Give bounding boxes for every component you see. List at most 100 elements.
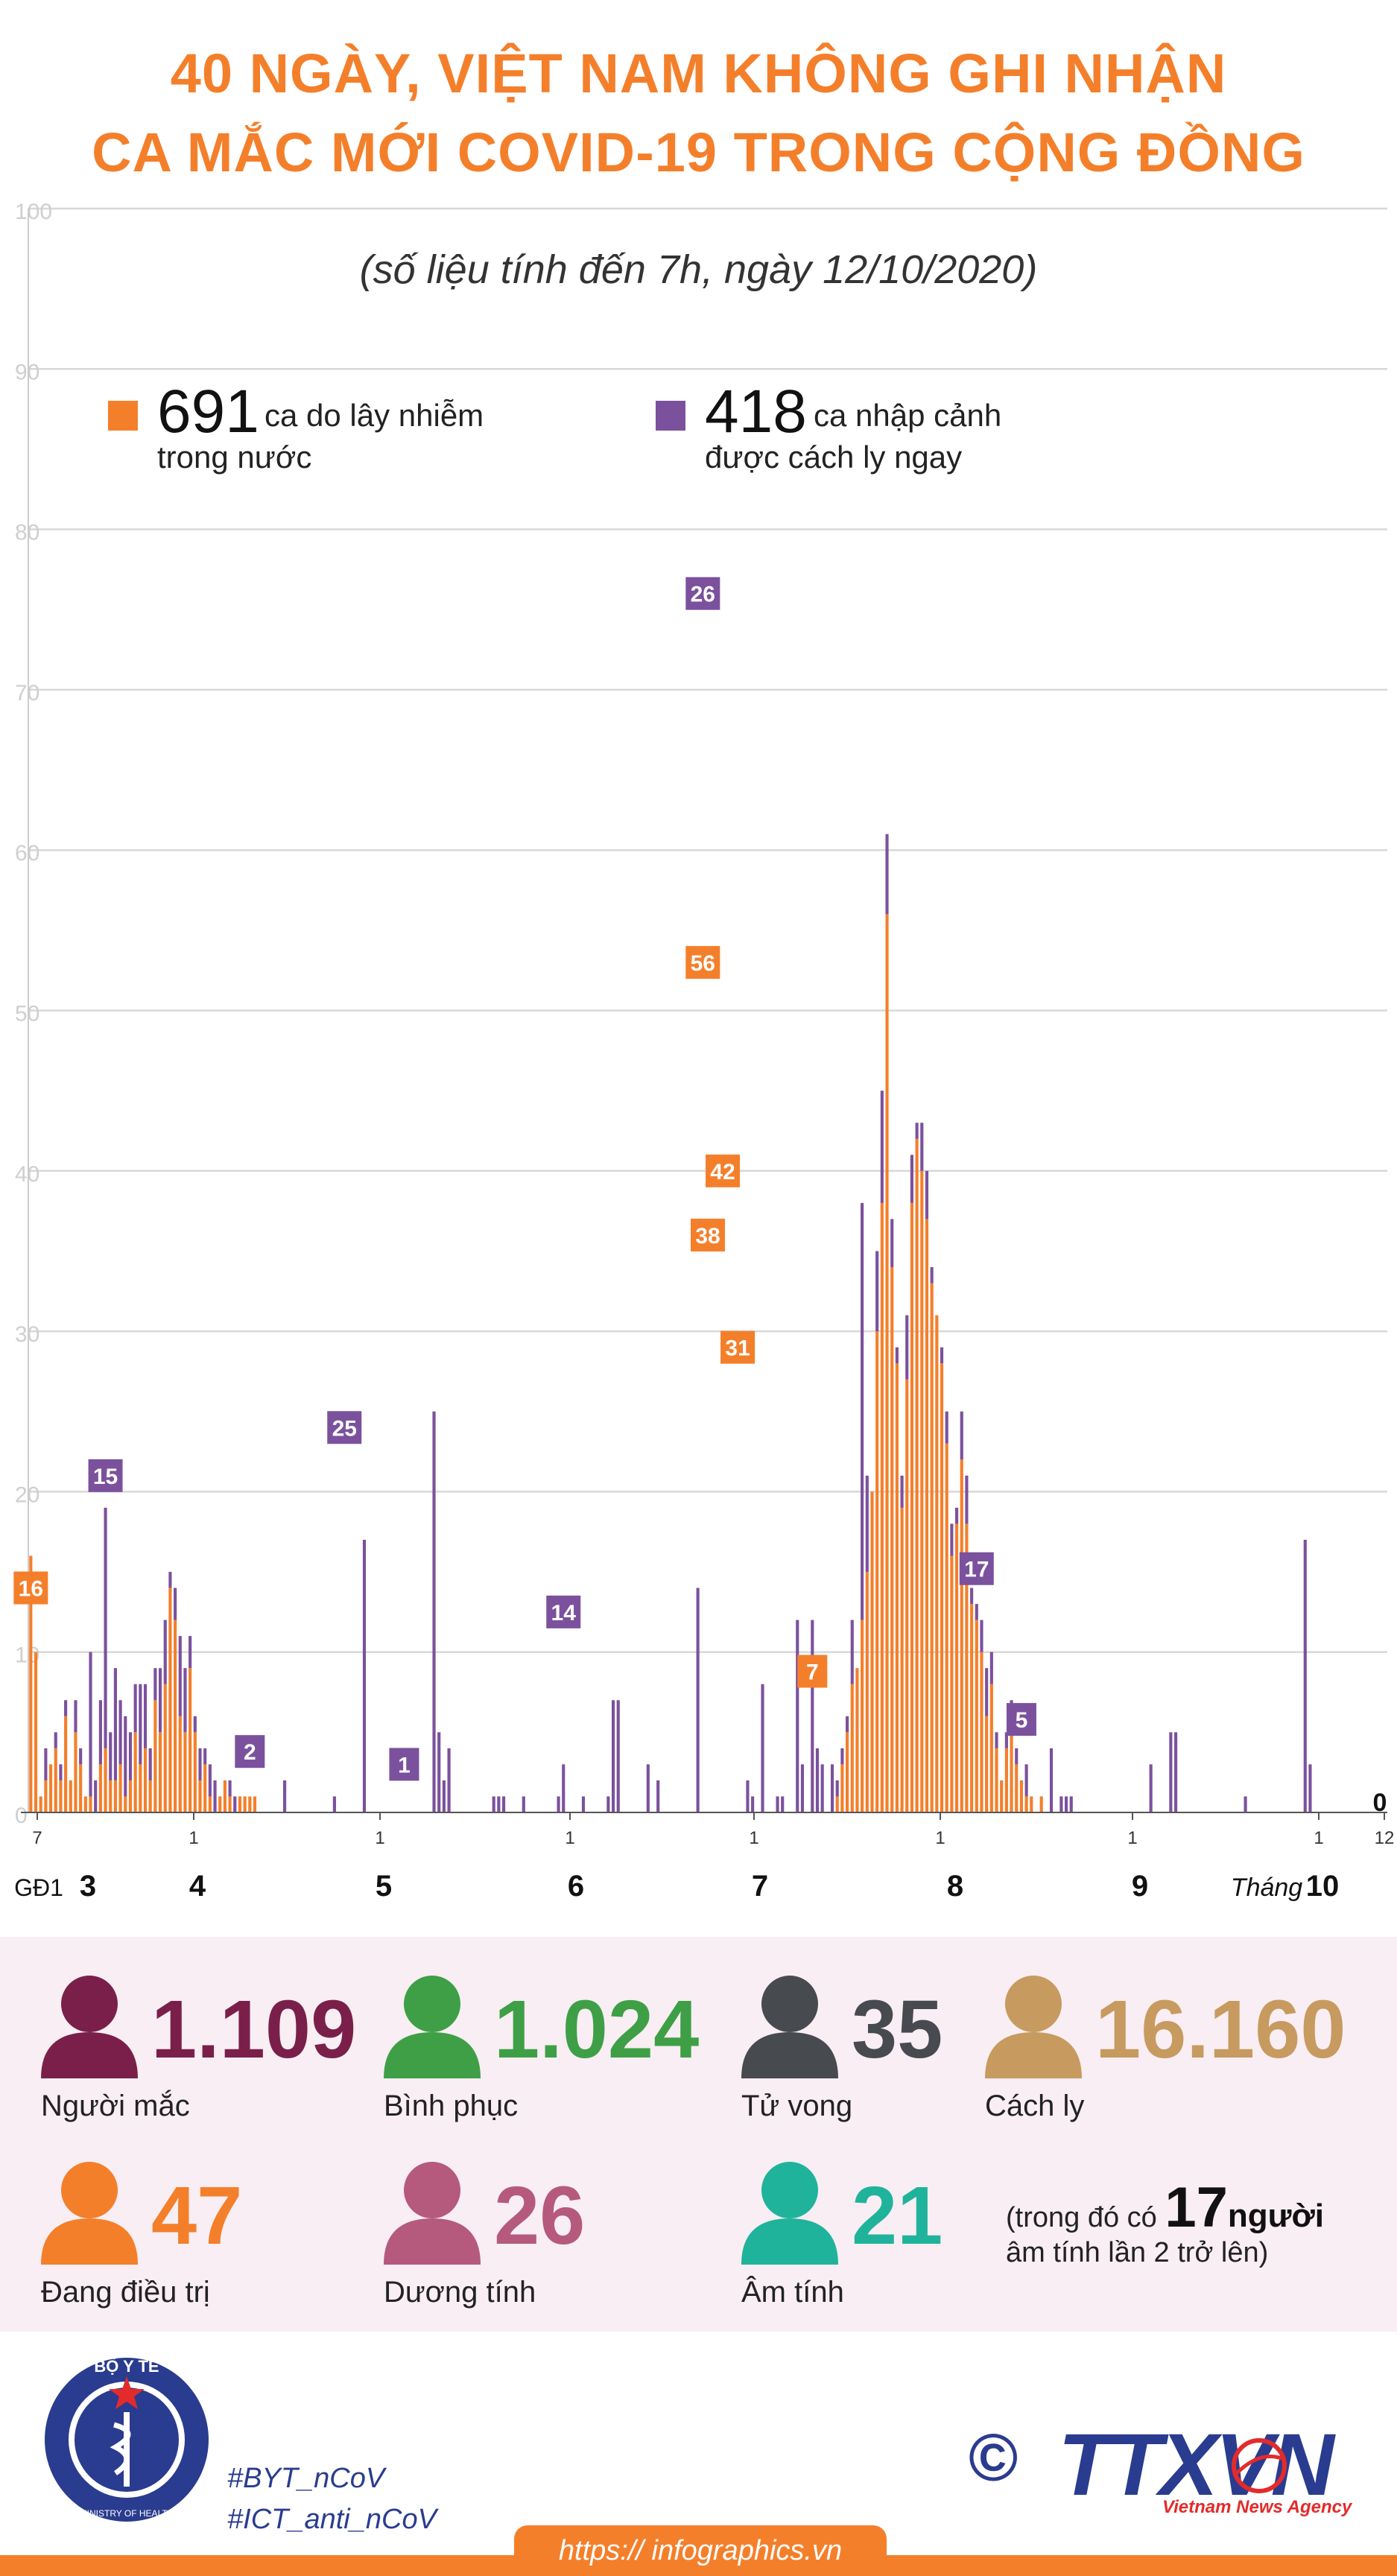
x-month-label: 5: [376, 1870, 392, 1903]
bar-domestic: [920, 1170, 924, 1812]
bar-domestic: [985, 1716, 989, 1812]
bar-domestic: [143, 1748, 148, 1812]
x-month-label: 7: [752, 1870, 768, 1903]
bar-imported: [861, 1202, 864, 1620]
bar-imported: [850, 1619, 854, 1684]
bar-imported: [208, 1764, 212, 1797]
stat-infected-label: Người mắc: [41, 2090, 190, 2122]
y-tick-label: 60: [15, 841, 39, 866]
bar-imported: [761, 1684, 764, 1812]
bar-imported: [1169, 1732, 1173, 1812]
x-month-label: 8: [947, 1870, 963, 1903]
bar-imported: [113, 1668, 117, 1780]
negative-note-text2: âm tính lần 2 trở lên): [1006, 2237, 1269, 2268]
bar-domestic: [29, 1555, 33, 1812]
callout-badge: [235, 1735, 265, 1768]
legend-domestic-text2: trong nước: [157, 440, 312, 475]
hashtag-ict[interactable]: #ICT_anti_nCoV: [227, 2504, 437, 2536]
callout-label: 5: [1016, 1708, 1028, 1733]
bar-imported: [985, 1668, 989, 1716]
callout-badge: [706, 1154, 741, 1187]
bar-imported: [696, 1587, 700, 1812]
bar-domestic: [870, 1491, 874, 1812]
negative-note: (trong đó có 17người âm tính lần 2 trở l…: [1006, 2175, 1324, 2269]
stat-recovered: 1.024 Bình phục: [384, 1974, 699, 2122]
bar-domestic: [89, 1796, 92, 1812]
stats-panel: 1.109 Người mắc 1.024 Bình phục 35 Tử vo…: [0, 1937, 1397, 2332]
bar-imported: [820, 1764, 824, 1812]
callout-label: 16: [19, 1577, 43, 1602]
bar-domestic: [158, 1732, 162, 1812]
copyright-icon: ©: [969, 2421, 1019, 2496]
callout-badge: [691, 1218, 725, 1251]
callout-badge: [389, 1748, 419, 1781]
bar-imported: [148, 1748, 152, 1780]
x-day-tick-label: 1: [1127, 1828, 1137, 1848]
x-month-label: 3: [80, 1870, 96, 1903]
stat-positive-label: Dương tính: [384, 2276, 536, 2309]
bar-imported: [104, 1507, 107, 1748]
bar-domestic: [248, 1796, 252, 1812]
hashtag-byt[interactable]: #BYT_nCoV: [227, 2463, 385, 2494]
bar-imported: [1059, 1796, 1063, 1812]
callout-badge: [13, 1571, 48, 1605]
bar-imported: [124, 1716, 127, 1797]
x-month-label: Tháng: [1231, 1874, 1302, 1902]
bar-domestic: [905, 1379, 909, 1812]
bar-domestic: [1010, 1716, 1013, 1812]
bar-imported: [163, 1619, 167, 1684]
bar-imported: [811, 1619, 814, 1812]
bar-domestic: [139, 1764, 142, 1812]
bar-domestic: [960, 1459, 963, 1812]
person-icon: [741, 2162, 838, 2265]
bar-imported: [975, 1604, 978, 1620]
stat-negative-value: 21: [852, 2170, 943, 2262]
x-day-tick-label: 1: [935, 1828, 945, 1848]
bar-domestic: [183, 1732, 187, 1812]
bar-domestic: [69, 1780, 72, 1812]
bar-imported: [875, 1251, 879, 1332]
bar-imported: [1173, 1732, 1178, 1812]
bar-imported: [646, 1764, 650, 1812]
bar-imported: [900, 1475, 904, 1508]
bar-imported: [54, 1732, 57, 1748]
website-link[interactable]: https:// infographics.vn: [514, 2525, 887, 2576]
hashtags: #BYT_nCoV #ICT_anti_nCoV: [227, 2458, 437, 2540]
bar-domestic: [1019, 1780, 1023, 1812]
legend-imported-number: 418: [705, 378, 807, 445]
bar-imported: [980, 1619, 983, 1652]
bar-imported: [228, 1780, 232, 1797]
callout-label: 17: [964, 1558, 989, 1582]
callout-label: 42: [710, 1160, 735, 1184]
y-tick-label: 30: [15, 1322, 39, 1347]
bar-imported: [233, 1796, 237, 1812]
bar-imported: [557, 1796, 560, 1812]
bar-imported: [1149, 1764, 1153, 1812]
bar-imported: [995, 1732, 998, 1748]
stat-deaths-value: 35: [852, 1984, 943, 2075]
person-icon: [985, 1976, 1082, 2078]
bar-imported: [960, 1411, 963, 1460]
bar-domestic: [930, 1283, 934, 1812]
bar-domestic: [104, 1748, 107, 1812]
x-day-tick-label: 7: [32, 1828, 42, 1848]
bar-imported: [118, 1700, 122, 1765]
bar-imported: [442, 1780, 446, 1812]
callout-label: 26: [691, 583, 715, 607]
bar-imported: [562, 1764, 566, 1812]
stat-treating-value: 47: [151, 2170, 243, 2262]
bar-domestic: [223, 1780, 227, 1812]
legend-imported-text2: được cách ly ngay: [705, 440, 963, 475]
bar-imported: [581, 1796, 586, 1812]
bar-imported: [193, 1716, 197, 1733]
person-icon: [41, 1976, 138, 2078]
bar-imported: [203, 1748, 207, 1765]
stat-treating: 47 Đang điều trị: [41, 2160, 242, 2309]
callout-badge: [88, 1459, 123, 1492]
bar-imported: [796, 1619, 799, 1812]
bar-imported: [815, 1748, 820, 1812]
bar-imported: [920, 1123, 924, 1171]
bar-imported: [746, 1780, 750, 1812]
x-month-label: GĐ1: [14, 1874, 63, 1901]
